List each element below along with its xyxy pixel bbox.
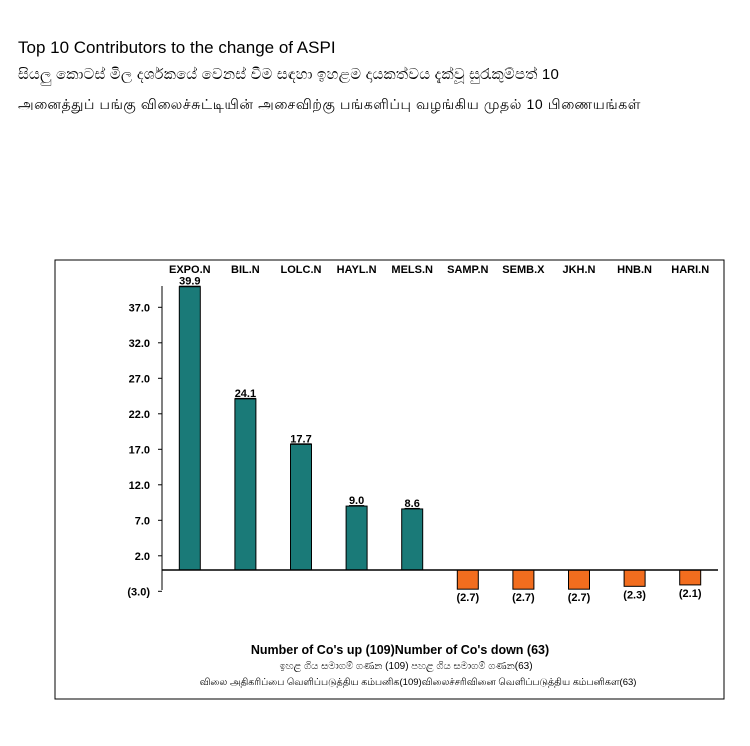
category-label: HNB.N bbox=[617, 264, 652, 276]
bar-semb-x bbox=[512, 569, 535, 590]
bar-hnb-n bbox=[623, 569, 646, 587]
data-label: 9.0 bbox=[349, 495, 364, 507]
category-label: SEMB.X bbox=[502, 264, 545, 276]
data-label: (2.7) bbox=[568, 592, 591, 604]
category-label: SAMP.N bbox=[447, 264, 488, 276]
category-label: BIL.N bbox=[231, 264, 260, 276]
category-label: HARI.N bbox=[671, 264, 709, 276]
y-tick-label: 22.0 bbox=[129, 409, 150, 421]
data-label: (2.7) bbox=[512, 592, 535, 604]
bar-samp-n bbox=[456, 569, 479, 590]
footer-ta: விலை அதிகரிப்பை வெளிப்படுத்திய கம்பனிக(1… bbox=[200, 677, 637, 688]
y-tick-label: 12.0 bbox=[129, 480, 150, 492]
bar-mels-n bbox=[401, 508, 424, 571]
category-label: JKH.N bbox=[562, 264, 595, 276]
y-tick-label: 37.0 bbox=[129, 302, 150, 314]
bar-lolc-n bbox=[290, 443, 312, 571]
y-tick-label: (3.0) bbox=[127, 586, 150, 598]
footer-en: Number of Co's up (109)Number of Co's do… bbox=[251, 643, 549, 657]
data-label: 8.6 bbox=[405, 498, 420, 510]
category-label: HAYL.N bbox=[337, 264, 377, 276]
category-label: LOLC.N bbox=[281, 264, 322, 276]
category-label: EXPO.N bbox=[169, 264, 211, 276]
data-label: (2.3) bbox=[623, 589, 646, 601]
bar-hayl-n bbox=[345, 505, 368, 571]
y-axis-ticks: (3.0) 2.0 7.0 12.0 17.0 22.0 27.0 32.0 37.0 bbox=[127, 302, 162, 598]
data-label: (2.7) bbox=[456, 592, 479, 604]
footer-si: ඉහළ ගිය සමාගම් ගණන (109) පහළ ගිය සමාගම් … bbox=[279, 660, 532, 672]
page-title-tamil: அனைத்துப் பங்கு விலைச்சுட்டியின் அசைவிற்… bbox=[18, 96, 642, 112]
bars-group bbox=[178, 286, 702, 590]
y-tick-label: 7.0 bbox=[135, 515, 150, 527]
bar-expo-n bbox=[178, 286, 201, 571]
chart-frame bbox=[54, 259, 725, 700]
data-label: (2.1) bbox=[679, 588, 702, 600]
category-labels-group: EXPO.N BIL.N LOLC.N HAYL.N MELS.N SAMP.N SEMB.… bbox=[169, 264, 709, 276]
y-tick-label: 27.0 bbox=[129, 373, 150, 385]
y-tick-label: 17.0 bbox=[129, 444, 150, 456]
category-label: MELS.N bbox=[391, 264, 433, 276]
y-tick-label: 32.0 bbox=[129, 338, 150, 350]
y-tick-label: 2.0 bbox=[135, 551, 150, 563]
data-label: 24.1 bbox=[235, 388, 256, 400]
data-label: 17.7 bbox=[290, 433, 311, 445]
page-title-sinhala: සියලු කොටස් මිල දර්ශකයේ වෙනස් වීම සඳහා ඉ… bbox=[18, 66, 560, 83]
value-labels-group: 39.9 24.1 17.7 9.0 8.6 (2.7) (2.7) (2.7) (2.3) (2… bbox=[179, 276, 702, 604]
bar-jkh-n bbox=[568, 569, 590, 590]
data-label: 39.9 bbox=[179, 276, 200, 288]
bar-hari-n bbox=[679, 569, 702, 586]
bar-bil-n bbox=[234, 398, 257, 571]
page-title: Top 10 Contributors to the change of ASP… bbox=[18, 38, 336, 57]
